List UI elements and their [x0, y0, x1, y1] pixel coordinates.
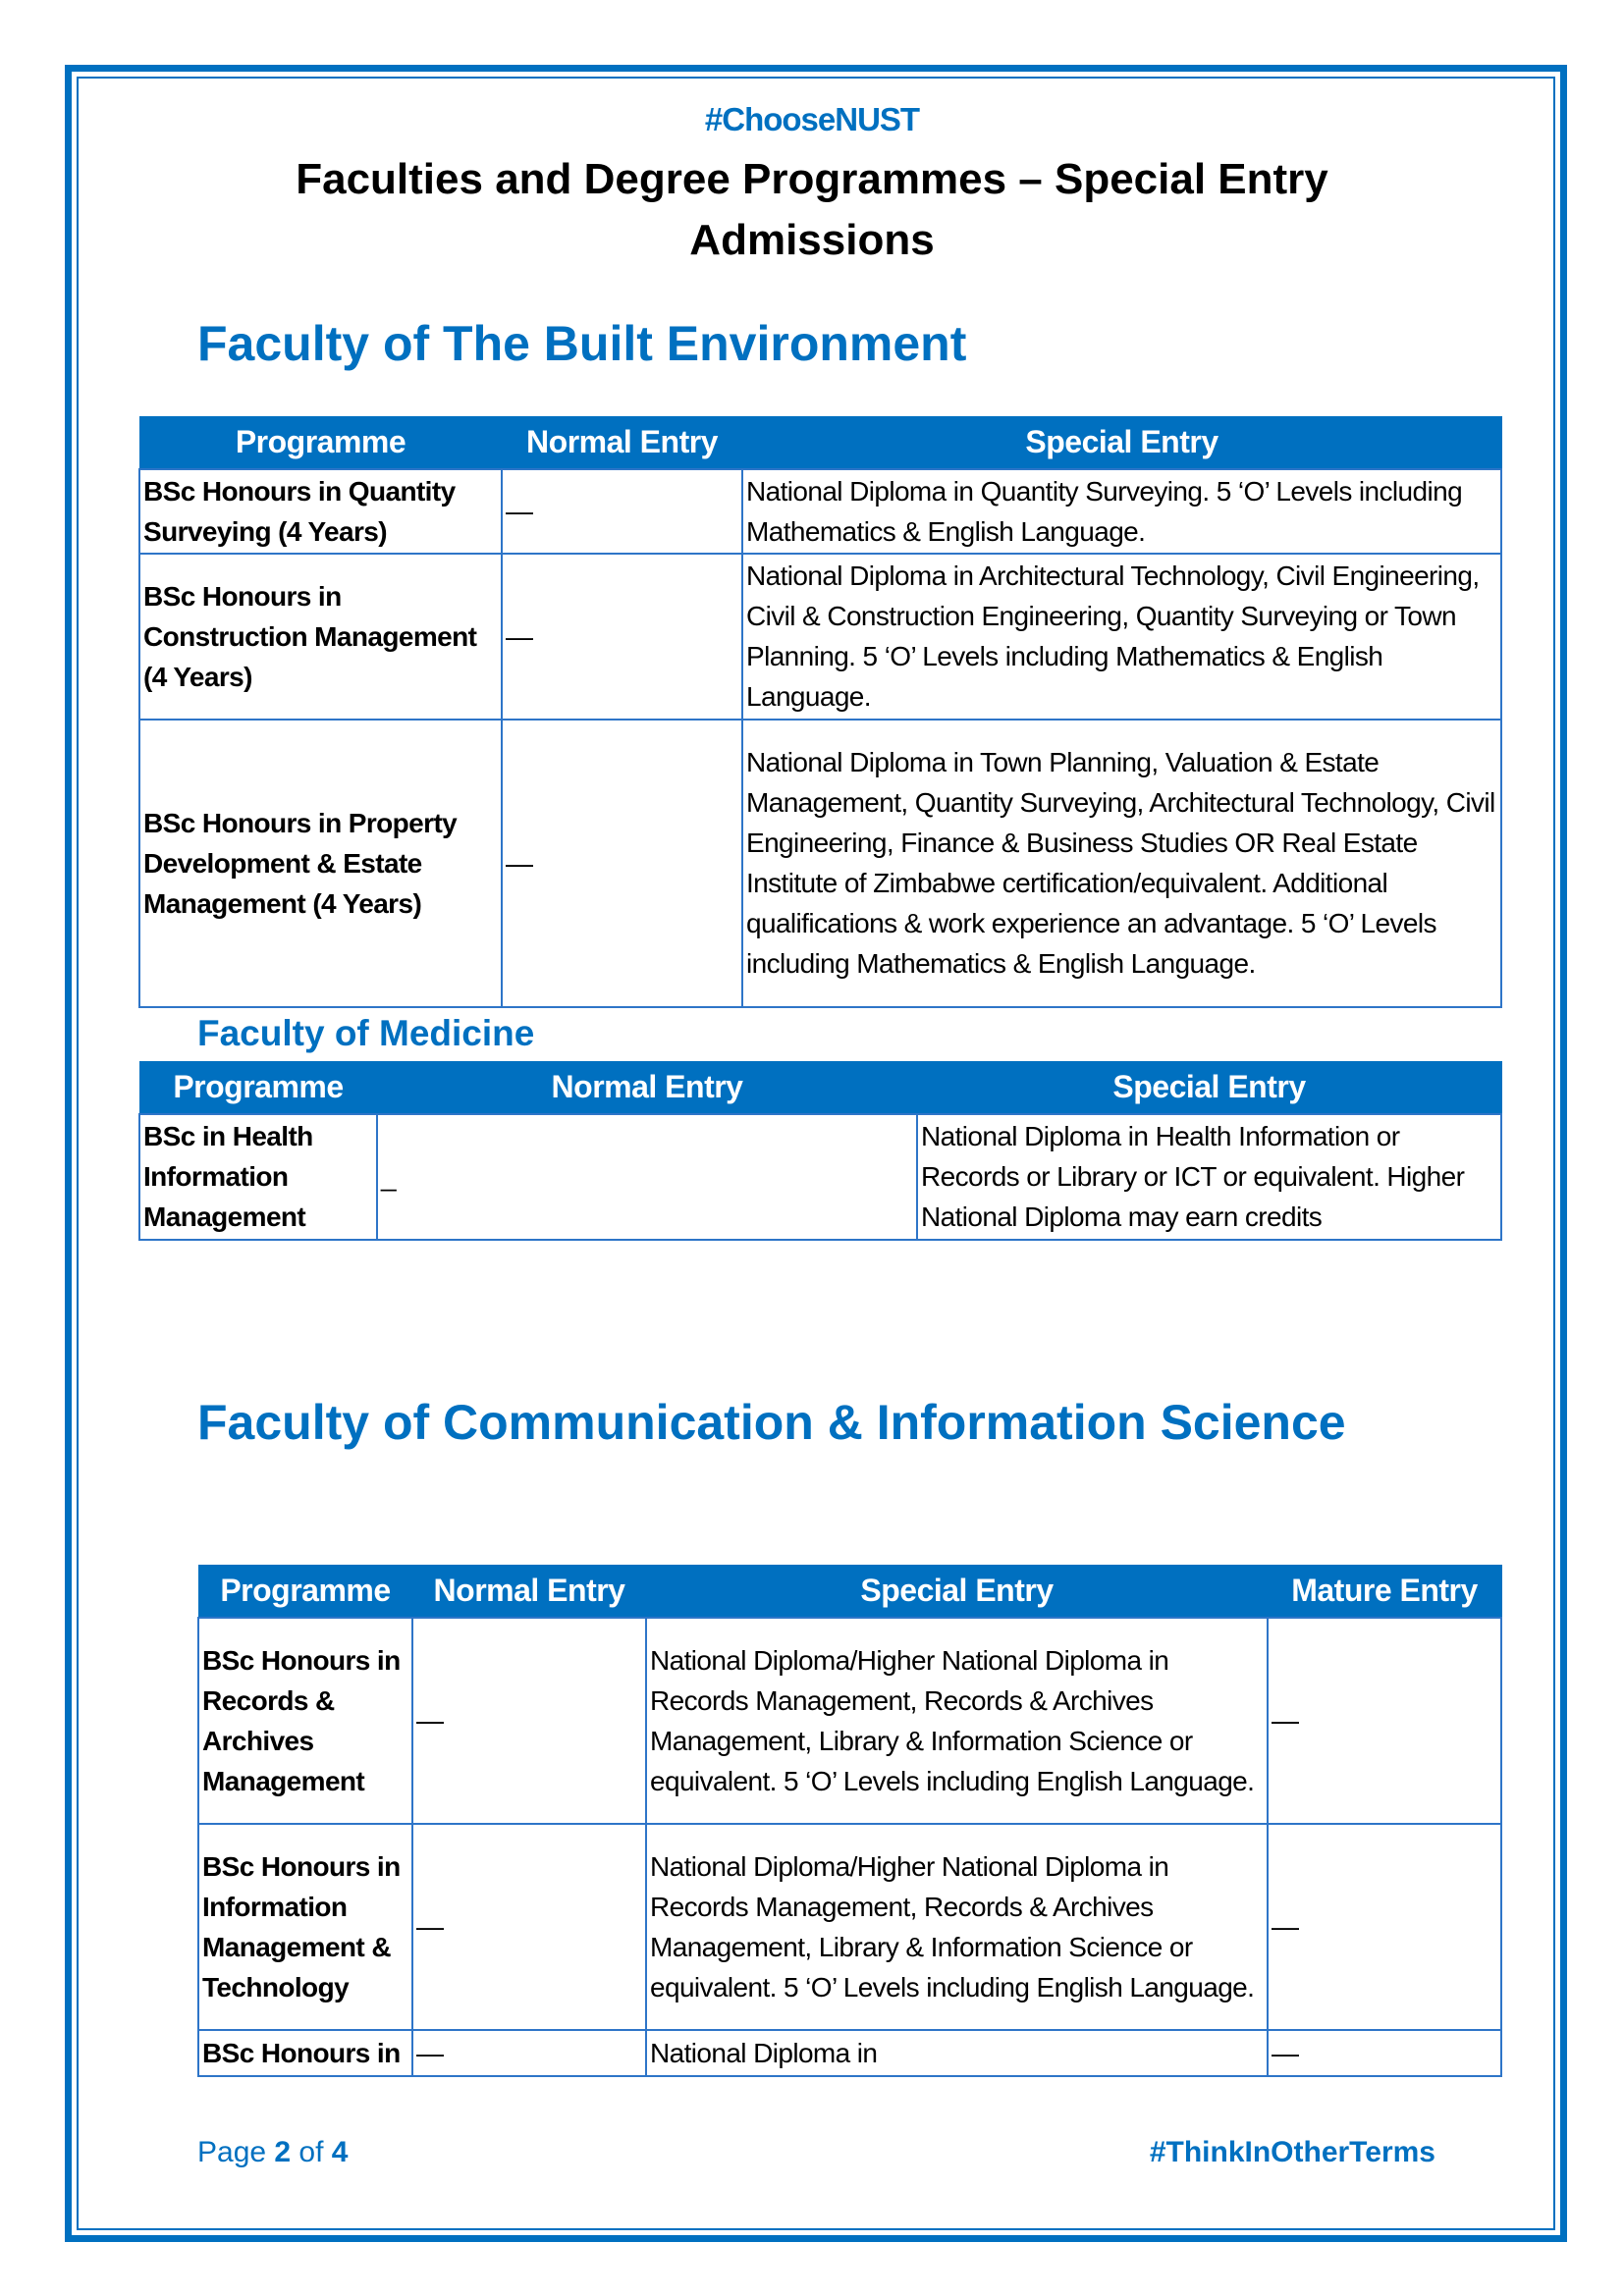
- table-row: BSc Honours in Quantity Surveying (4 Yea…: [138, 467, 1502, 555]
- table-row: BSc Honours in Construction Management (…: [138, 552, 1502, 721]
- normal-entry-cell: —: [501, 718, 743, 1008]
- table-row: BSc Honours in — National Diploma in —: [197, 2028, 1502, 2077]
- faculty-heading-communication: Faculty of Communication & Information S…: [197, 1395, 1346, 1450]
- programme-cell: BSc Honours in Quantity Surveying (4 Yea…: [138, 467, 503, 555]
- column-header: Normal Entry: [376, 1061, 918, 1114]
- special-entry-cell: National Diploma in Town Planning, Valua…: [741, 718, 1502, 1008]
- page-of: of: [291, 2136, 332, 2168]
- page-border: [65, 65, 1567, 2242]
- faculty-heading-built-environment: Faculty of The Built Environment: [197, 316, 967, 371]
- programme-cell: BSc Honours in Construction Management (…: [138, 552, 503, 721]
- special-entry-cell: National Diploma/Higher National Diploma…: [645, 1822, 1269, 2031]
- table-row: BSc in Health Information Management _ N…: [138, 1112, 1502, 1241]
- column-header: Programme: [138, 1061, 378, 1114]
- special-entry-cell: National Diploma in: [645, 2028, 1269, 2077]
- normal-entry-cell: _: [376, 1112, 918, 1241]
- column-header: Programme: [197, 1565, 413, 1618]
- page-number: Page 2 of 4: [197, 2136, 348, 2169]
- faculty-heading-medicine: Faculty of Medicine: [197, 1013, 535, 1053]
- communication-table: Programme Normal Entry Special Entry Mat…: [197, 1565, 1502, 2077]
- normal-entry-cell: —: [411, 1616, 647, 1825]
- table-row: BSc Honours in Records & Archives Manage…: [197, 1616, 1502, 1825]
- special-entry-cell: National Diploma in Architectural Techno…: [741, 552, 1502, 721]
- column-header: Special Entry: [741, 416, 1502, 469]
- programme-cell: BSc Honours in Property Development & Es…: [138, 718, 503, 1008]
- special-entry-cell: National Diploma/Higher National Diploma…: [645, 1616, 1269, 1825]
- footer-hashtag: #ThinkInOtherTerms: [1149, 2136, 1435, 2168]
- special-entry-cell: National Diploma in Health Information o…: [916, 1112, 1502, 1241]
- column-header: Programme: [138, 416, 503, 469]
- table-header-row: Programme Normal Entry Special Entry Mat…: [197, 1565, 1502, 1618]
- mature-entry-cell: —: [1267, 1616, 1502, 1825]
- programme-cell: BSc Honours in Information Management & …: [197, 1822, 413, 2031]
- page-current: 2: [274, 2136, 292, 2168]
- mature-entry-cell: —: [1267, 2028, 1502, 2077]
- column-header: Special Entry: [916, 1061, 1502, 1114]
- normal-entry-cell: —: [411, 2028, 647, 2077]
- normal-entry-cell: —: [501, 552, 743, 721]
- column-header: Normal Entry: [501, 416, 743, 469]
- column-header: Mature Entry: [1267, 1565, 1502, 1618]
- page-total: 4: [331, 2136, 349, 2168]
- mature-entry-cell: —: [1267, 1822, 1502, 2031]
- page-title: Faculties and Degree Programmes – Specia…: [296, 155, 1328, 264]
- programme-cell: BSc Honours in Records & Archives Manage…: [197, 1616, 413, 1825]
- special-entry-cell: National Diploma in Quantity Surveying. …: [741, 467, 1502, 555]
- normal-entry-cell: —: [501, 467, 743, 555]
- programme-cell: BSc in Health Information Management: [138, 1112, 378, 1241]
- medicine-table: Programme Normal Entry Special Entry BSc…: [138, 1061, 1502, 1241]
- page-label: Page: [197, 2136, 275, 2168]
- table-row: BSc Honours in Property Development & Es…: [138, 718, 1502, 1008]
- table-header-row: Programme Normal Entry Special Entry: [138, 1061, 1502, 1114]
- header-hashtag: #ChooseNUST: [704, 101, 920, 137]
- table-row: BSc Honours in Information Management & …: [197, 1822, 1502, 2031]
- normal-entry-cell: —: [411, 1822, 647, 2031]
- programme-cell: BSc Honours in: [197, 2028, 413, 2077]
- column-header: Normal Entry: [411, 1565, 647, 1618]
- table-header-row: Programme Normal Entry Special Entry: [138, 416, 1502, 469]
- built-environment-table: Programme Normal Entry Special Entry BSc…: [138, 416, 1502, 1008]
- page-border-inner: [77, 77, 1555, 2230]
- column-header: Special Entry: [645, 1565, 1269, 1618]
